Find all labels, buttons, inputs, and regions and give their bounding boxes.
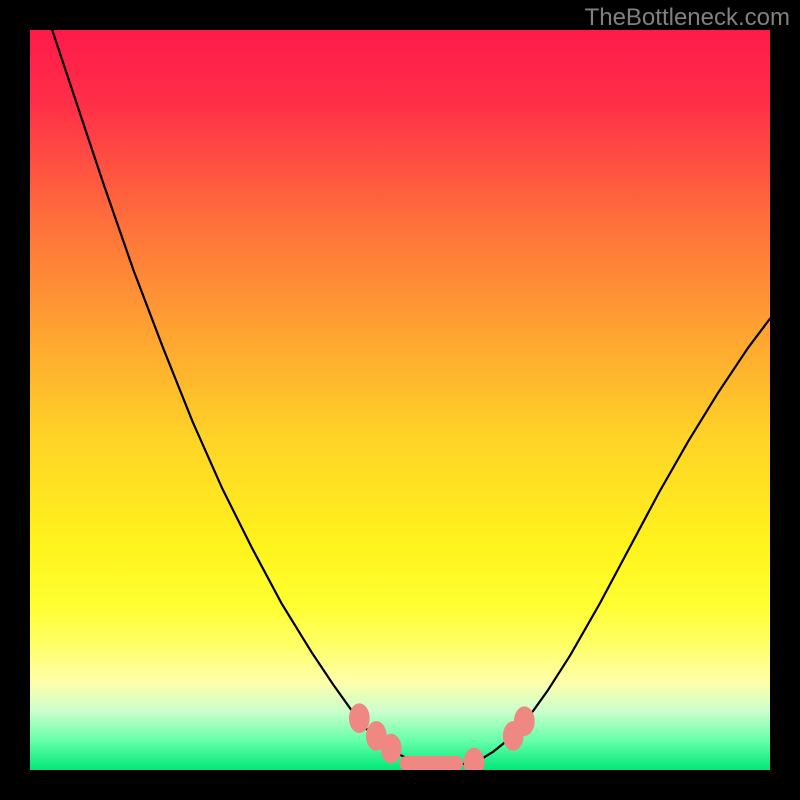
marker-point — [349, 703, 370, 733]
chart-svg — [30, 30, 770, 770]
plot-area — [30, 30, 770, 770]
watermark-text: TheBottleneck.com — [585, 4, 790, 32]
marker-bar — [400, 756, 463, 770]
chart-container: TheBottleneck.com — [0, 0, 800, 800]
gradient-background — [30, 30, 770, 770]
marker-point — [514, 706, 535, 736]
marker-point — [381, 734, 402, 764]
